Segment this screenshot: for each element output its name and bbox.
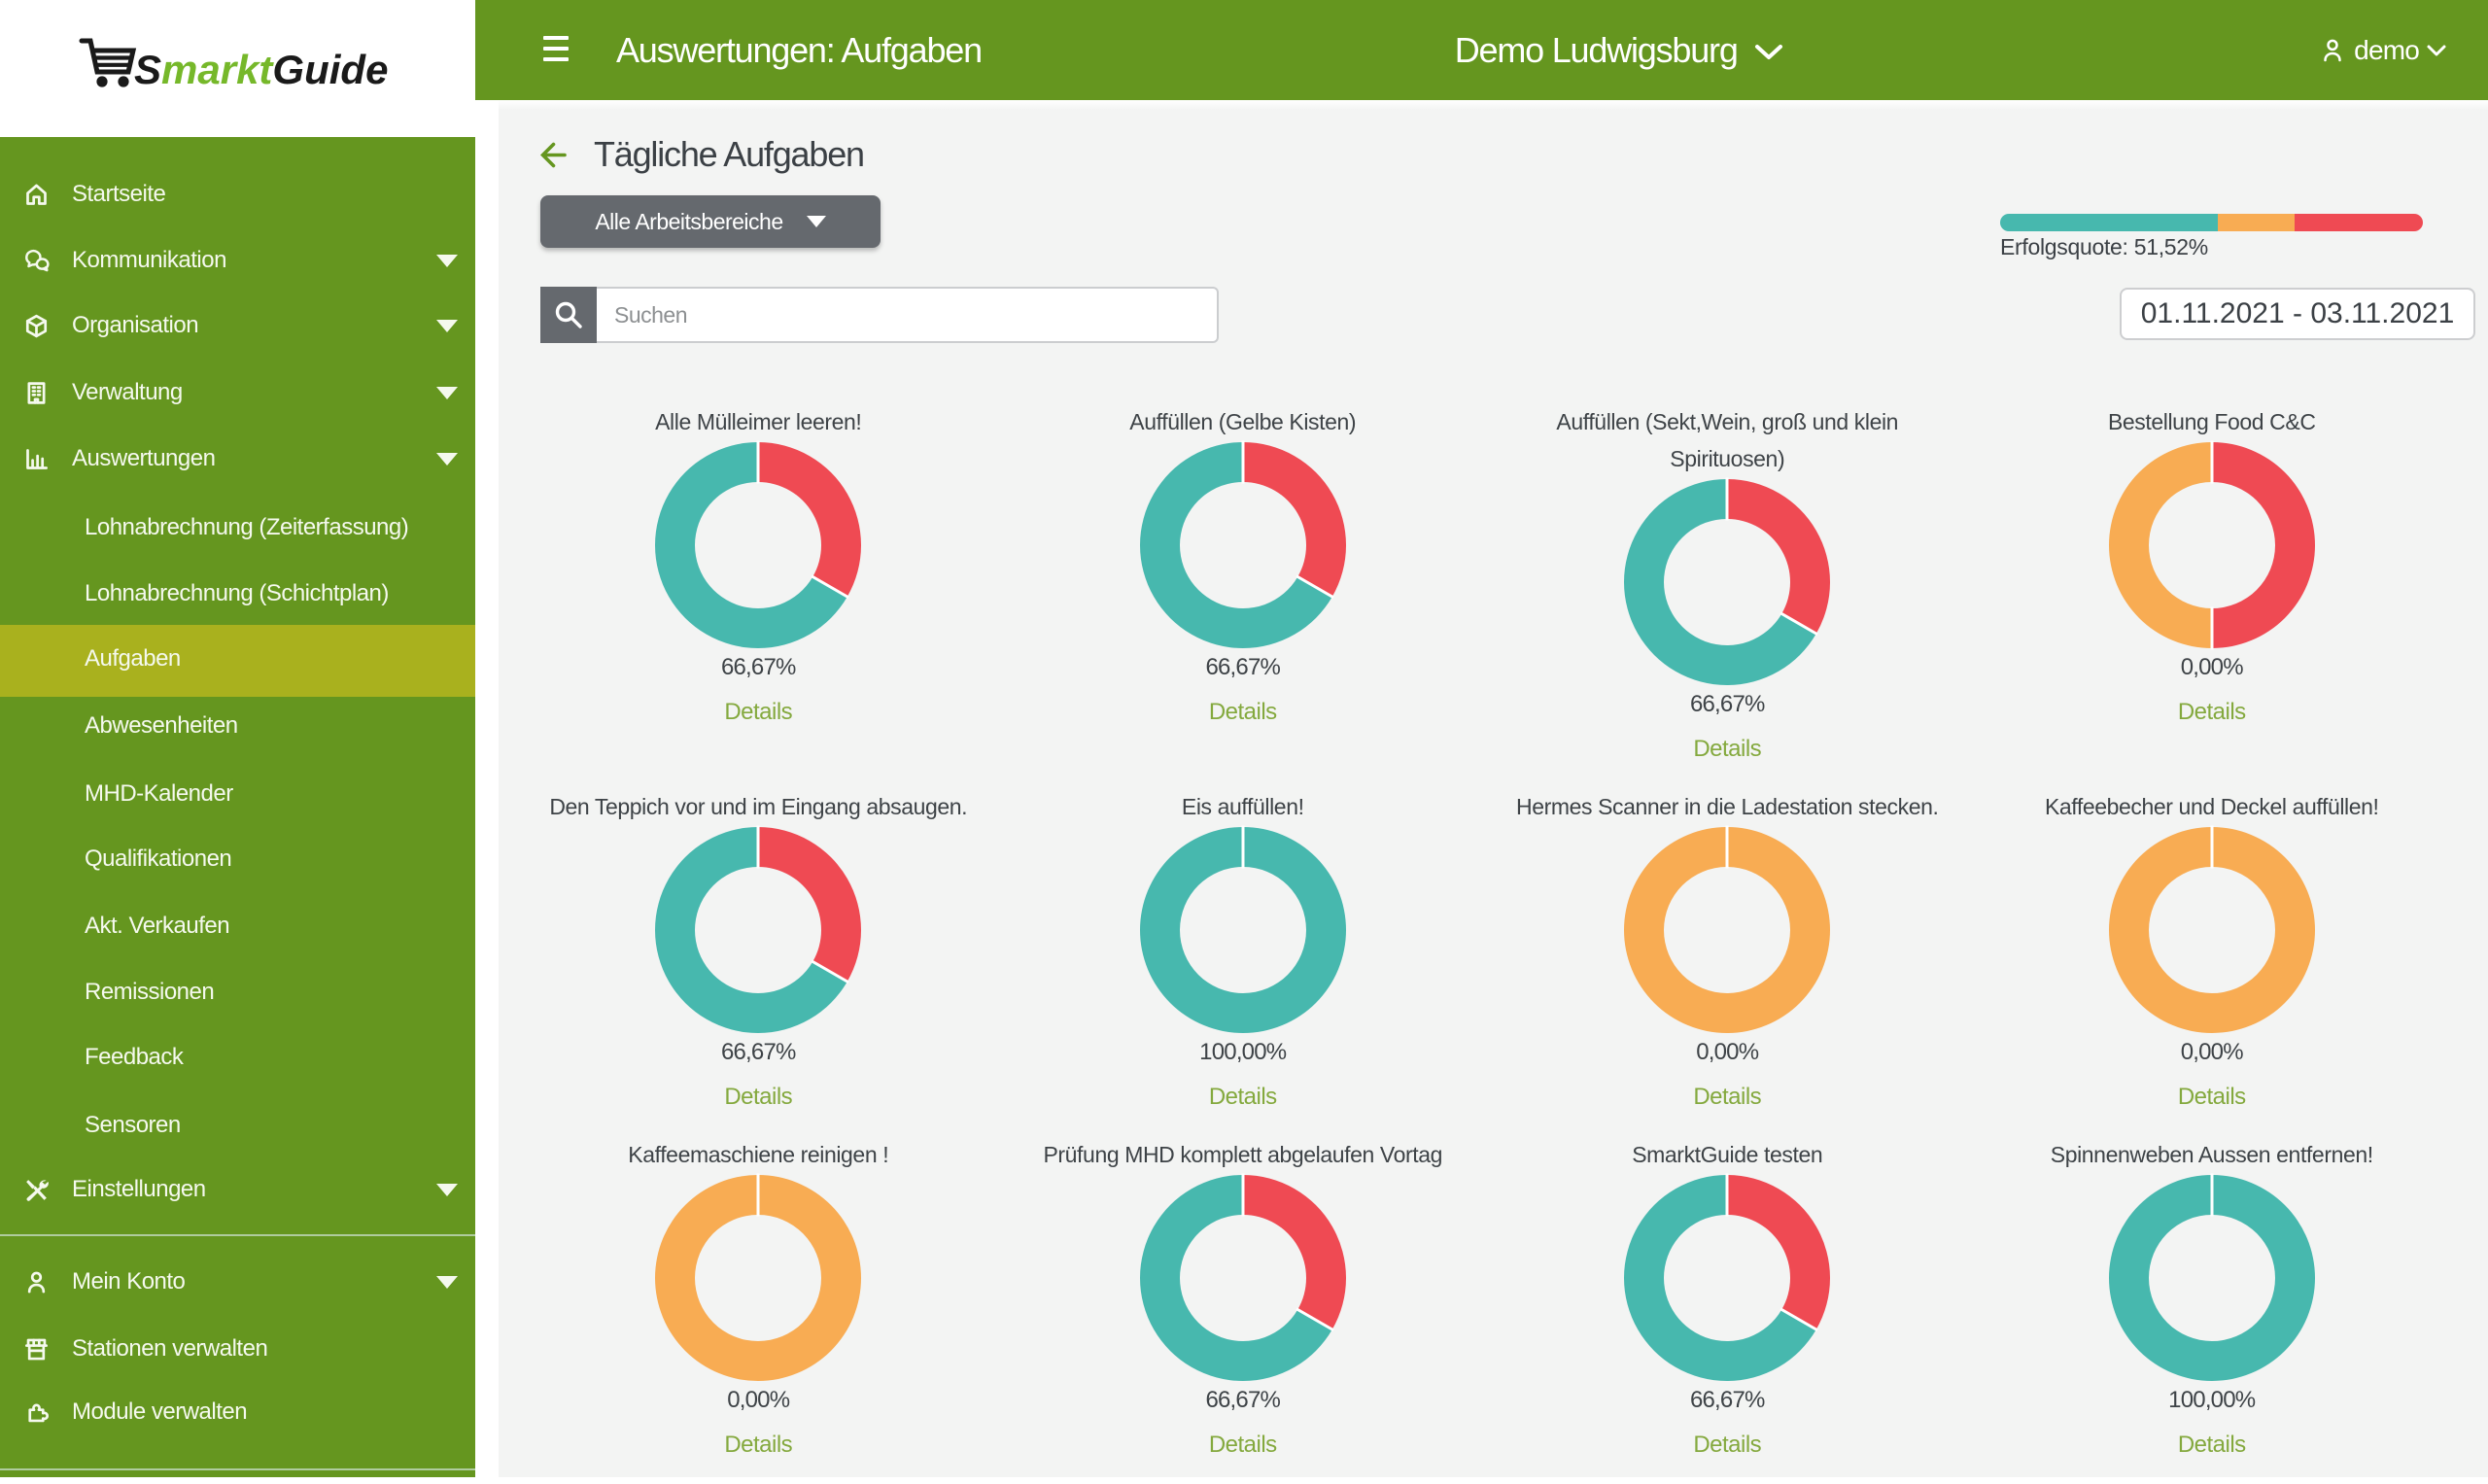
svg-text:SmarktGuide: SmarktGuide: [134, 47, 388, 92]
